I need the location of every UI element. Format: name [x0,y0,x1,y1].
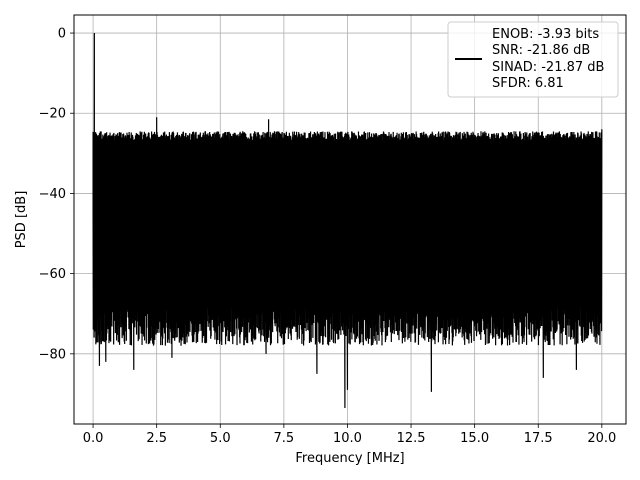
y-tick-label: −80 [39,347,66,362]
legend-line-enob: ENOB: -3.93 bits [492,27,599,42]
legend: ENOB: -3.93 bits SNR: -21.86 dB SINAD: -… [447,21,619,98]
x-tick-label: 15.0 [460,431,489,446]
y-axis-label: PSD [dB] [14,191,29,249]
x-tick-label: 12.5 [397,431,426,446]
legend-box [447,21,619,98]
x-tick-label: 7.5 [274,431,295,446]
x-tick-label: 0.0 [83,431,104,446]
series-group [92,33,603,408]
x-axis-label: Frequency [MHz] [295,451,404,466]
y-tick-label: −40 [39,187,66,202]
plot-frame [73,14,627,425]
y-axis-ticks: 0 −20 −40 −60 −80 [39,27,74,362]
legend-line-sfdr: SFDR: 6.81 [492,76,564,91]
x-axis-ticks: 0.0 2.5 5.0 7.5 10.0 12.5 15.0 17.5 20.0 [83,424,616,446]
y-tick-label: −60 [39,267,66,282]
legend-line-sinad: SINAD: -21.87 dB [492,60,604,75]
x-tick-label: 5.0 [210,431,231,446]
x-tick-label: 17.5 [524,431,553,446]
x-tick-label: 10.0 [333,431,362,446]
legend-line-snr: SNR: -21.86 dB [492,43,590,58]
y-tick-label: 0 [58,27,66,42]
psd-series-line [92,33,603,408]
x-tick-label: 20.0 [587,431,616,446]
y-tick-label: −20 [39,107,66,122]
x-tick-label: 2.5 [146,431,167,446]
